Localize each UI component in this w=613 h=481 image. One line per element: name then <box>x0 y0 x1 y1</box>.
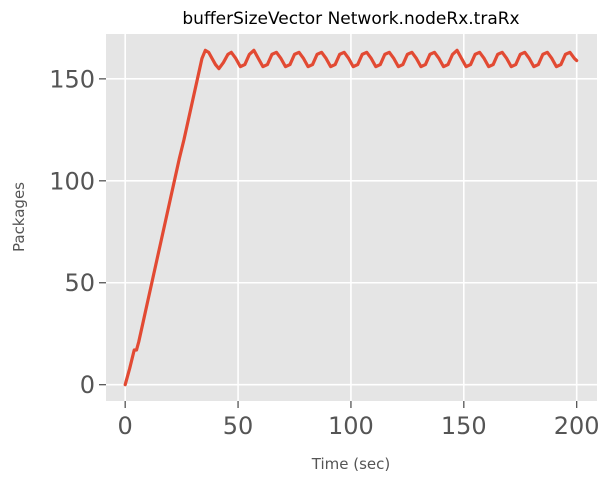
y-tick-label: 100 <box>49 167 95 195</box>
y-axis-label: Packages <box>10 182 28 252</box>
chart-title: bufferSizeVector Network.nodeRx.traRx <box>182 9 519 29</box>
y-tick-label: 50 <box>64 269 95 297</box>
y-tick-label: 0 <box>80 371 95 399</box>
x-tick-label: 50 <box>223 412 254 440</box>
x-tick-label: 100 <box>328 412 374 440</box>
x-tick-label: 0 <box>118 412 133 440</box>
grid-lines <box>106 34 597 401</box>
x-axis-label: Time (sec) <box>311 455 390 473</box>
series-layer <box>123 48 579 387</box>
x-axis-ticks: 0 50 100 150 200 <box>118 401 600 440</box>
x-tick-label: 200 <box>554 412 600 440</box>
y-tick-label: 150 <box>49 65 95 93</box>
x-tick-label: 150 <box>441 412 487 440</box>
y-axis-ticks: 0 50 100 150 <box>49 65 106 399</box>
series-line <box>123 48 579 387</box>
